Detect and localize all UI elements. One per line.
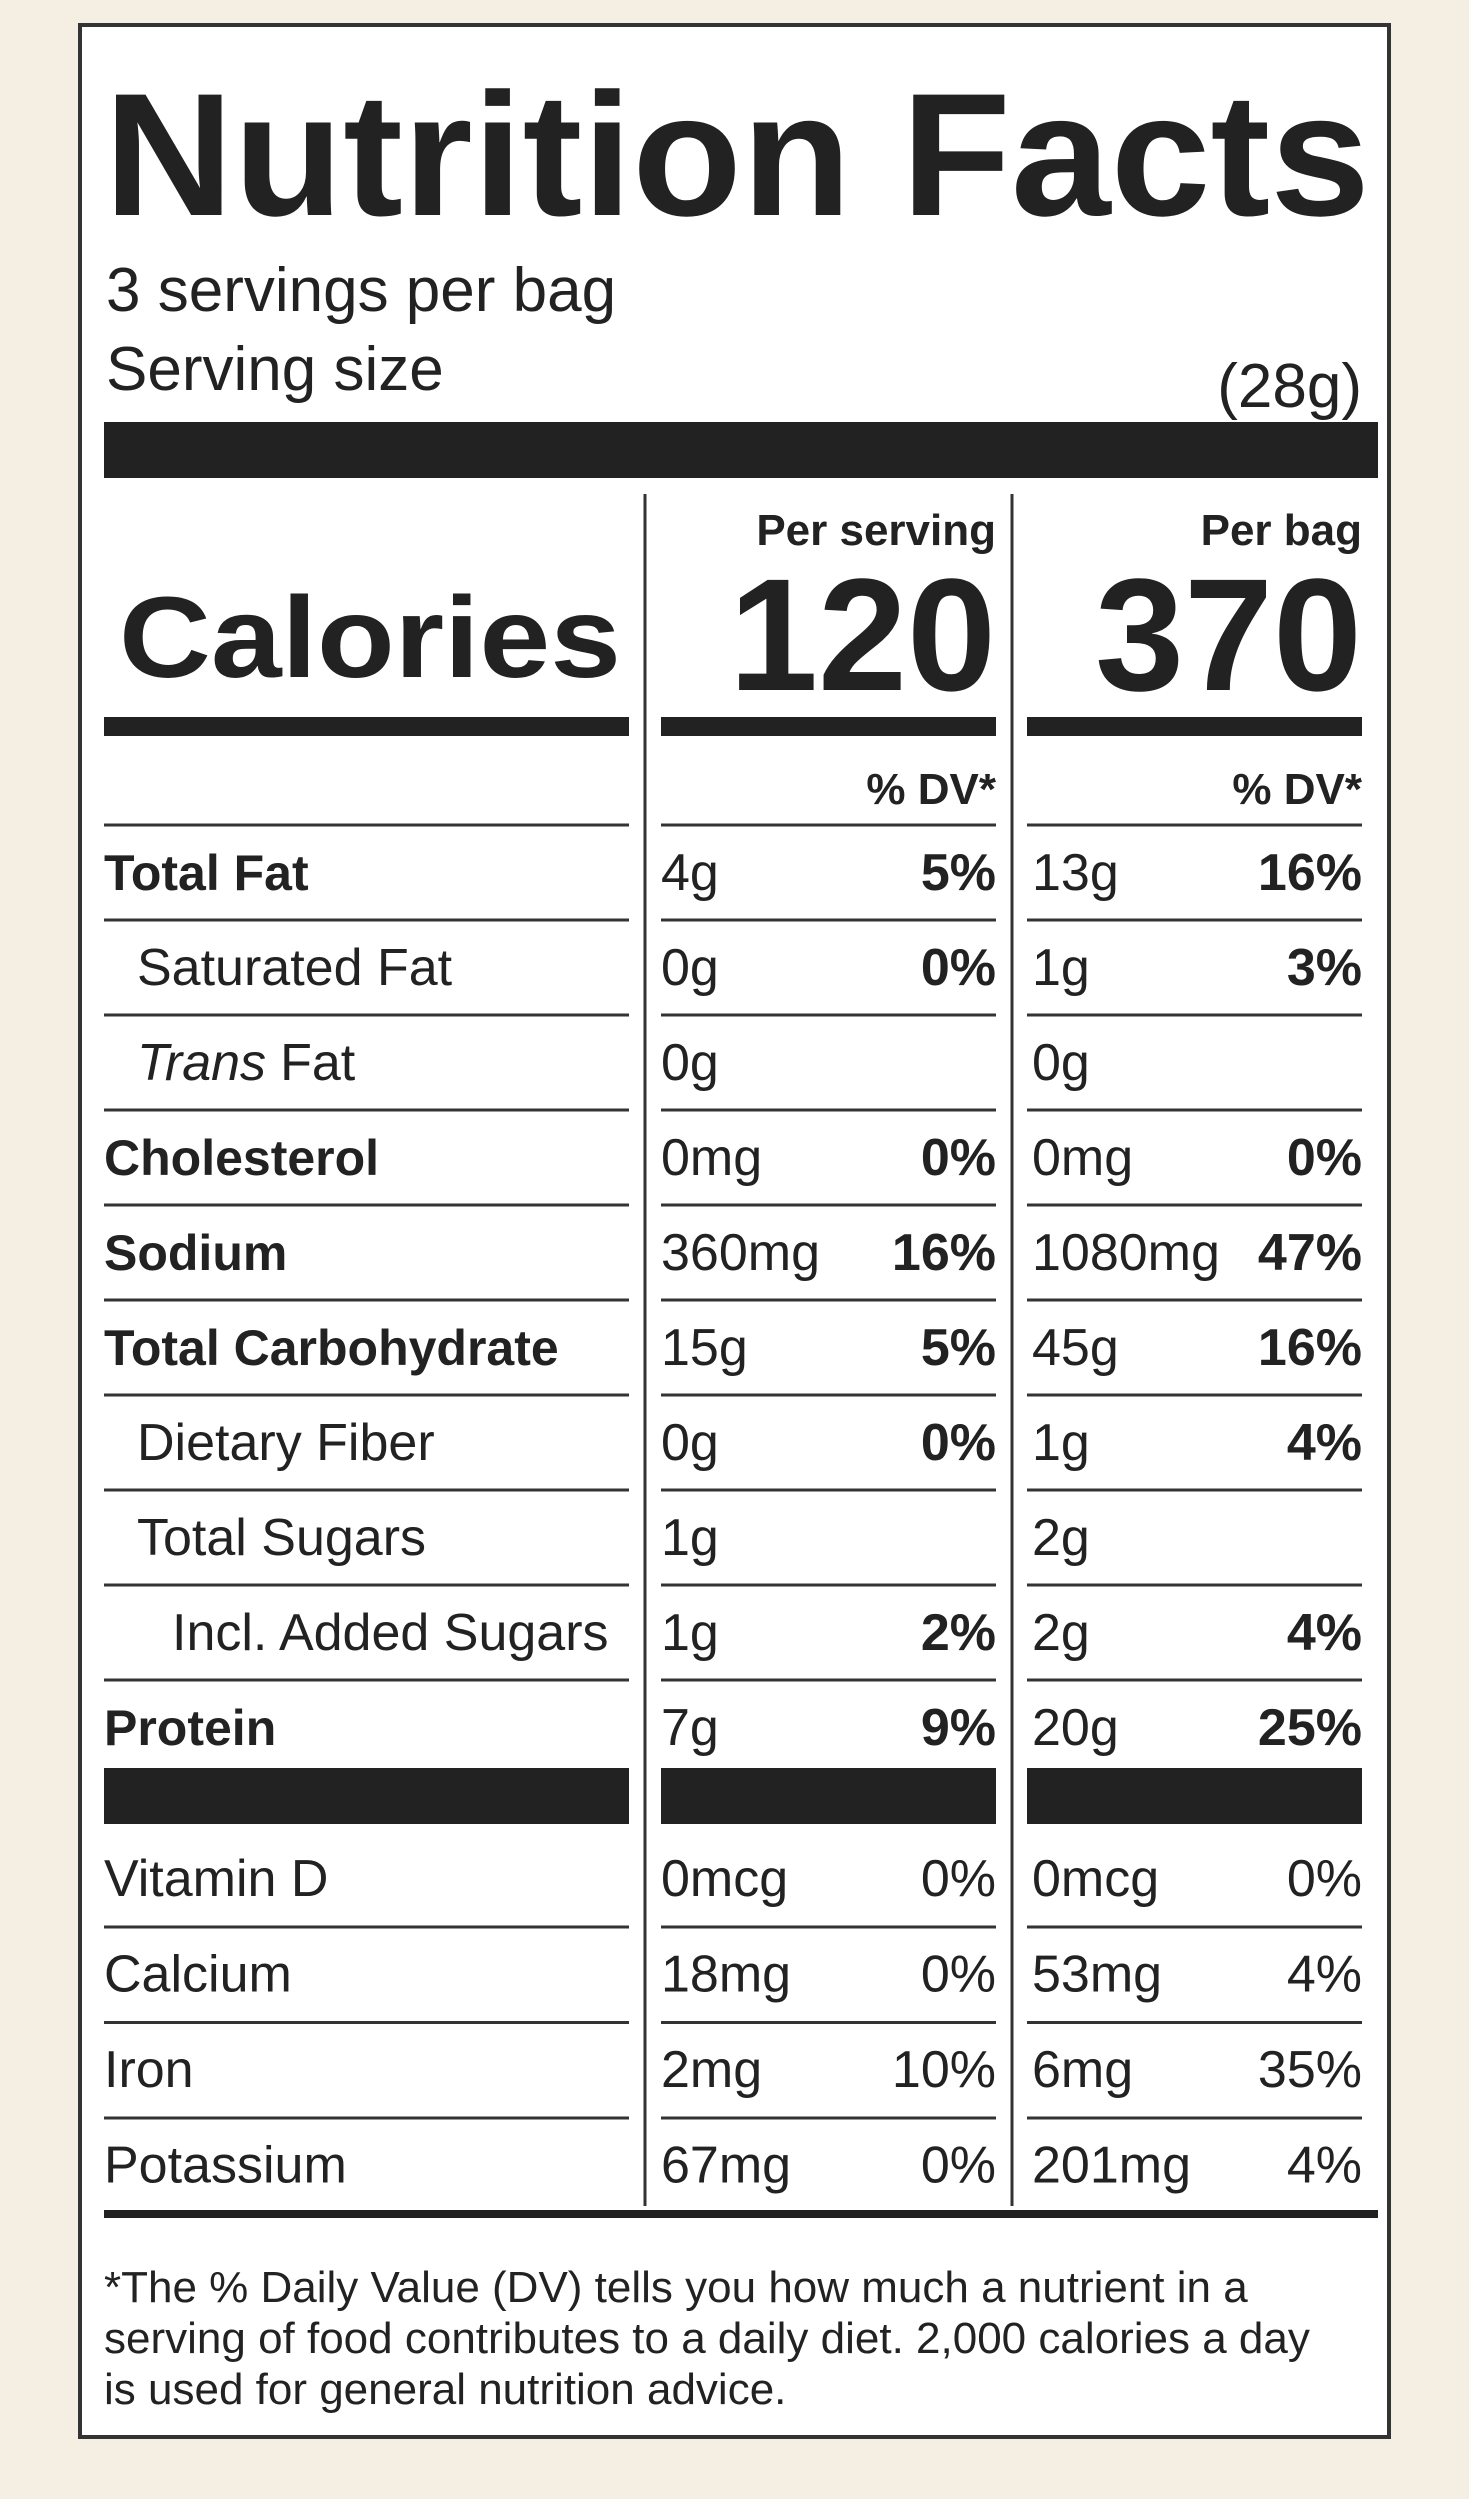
daily-value: 5% bbox=[921, 844, 996, 902]
amount: 7g bbox=[661, 1699, 719, 1757]
daily-value: 0% bbox=[921, 1129, 996, 1187]
amount: 0mcg bbox=[1032, 1850, 1159, 1908]
daily-value: 5% bbox=[921, 1319, 996, 1377]
nutrient-name: Total Sugars bbox=[137, 1509, 426, 1567]
daily-value: 35% bbox=[1258, 2041, 1362, 2099]
daily-value: 9% bbox=[921, 1699, 996, 1757]
amount: 0g bbox=[661, 1034, 719, 1092]
nutrient-name: Incl. Added Sugars bbox=[172, 1604, 609, 1662]
daily-value: 16% bbox=[1258, 844, 1362, 902]
calories-bar bbox=[104, 717, 629, 736]
calories-bar bbox=[1027, 717, 1362, 736]
vitamin-name: Vitamin D bbox=[104, 1850, 328, 1908]
amount: 0g bbox=[661, 1414, 719, 1472]
amount: 1g bbox=[661, 1509, 719, 1567]
amount: 2g bbox=[1032, 1604, 1090, 1662]
amount: 0g bbox=[661, 939, 719, 997]
amount: 13g bbox=[1032, 844, 1119, 902]
daily-value: 4% bbox=[1287, 1604, 1362, 1662]
daily-value: 47% bbox=[1258, 1224, 1362, 1282]
title: Nutrition Facts bbox=[104, 58, 1370, 253]
section-bar bbox=[661, 1768, 996, 1824]
amount: 1g bbox=[1032, 1414, 1090, 1472]
amount: 201mg bbox=[1032, 2137, 1191, 2195]
nutrient-name: Total Carbohydrate bbox=[104, 1320, 559, 1376]
servings: 3 servings per bag bbox=[106, 256, 616, 325]
footnote-line: is used for general nutrition advice. bbox=[104, 2365, 786, 2414]
daily-value: 0% bbox=[921, 1850, 996, 1908]
amount: 45g bbox=[1032, 1319, 1119, 1377]
daily-value: 4% bbox=[1287, 1946, 1362, 2004]
amount: 18mg bbox=[661, 1946, 791, 2004]
daily-value: 0% bbox=[921, 1414, 996, 1472]
daily-value: 4% bbox=[1287, 1414, 1362, 1472]
amount: 67mg bbox=[661, 2137, 791, 2195]
nutrient-name: Total Fat bbox=[104, 845, 309, 901]
amount: 4g bbox=[661, 844, 719, 902]
nutrient-name: Cholesterol bbox=[104, 1130, 379, 1186]
amount: 1080mg bbox=[1032, 1224, 1220, 1282]
section-bar bbox=[104, 1768, 629, 1824]
daily-value: 2% bbox=[921, 1604, 996, 1662]
nutrient-name: Saturated Fat bbox=[137, 939, 453, 997]
dv-heading: % DV* bbox=[866, 765, 996, 814]
amount: 6mg bbox=[1032, 2041, 1133, 2099]
amount: 15g bbox=[661, 1319, 748, 1377]
vitamin-name: Iron bbox=[104, 2041, 194, 2099]
daily-value: 0% bbox=[1287, 1850, 1362, 1908]
serving-size-label: Serving size bbox=[106, 335, 444, 404]
footnote-line: *The % Daily Value (DV) tells you how mu… bbox=[104, 2263, 1248, 2312]
amount: 360mg bbox=[661, 1224, 820, 1282]
column-heading: Per serving bbox=[756, 506, 996, 555]
nutrient-name: Protein bbox=[104, 1700, 276, 1756]
footnote-line: serving of food contributes to a daily d… bbox=[104, 2314, 1310, 2363]
daily-value: 0% bbox=[921, 2137, 996, 2195]
daily-value: 10% bbox=[892, 2041, 996, 2099]
daily-value: 3% bbox=[1287, 939, 1362, 997]
daily-value: 25% bbox=[1258, 1699, 1362, 1757]
bottom-rule bbox=[104, 2210, 1378, 2218]
amount: 0mg bbox=[1032, 1129, 1133, 1187]
daily-value: 0% bbox=[921, 1946, 996, 2004]
amount: 0g bbox=[1032, 1034, 1090, 1092]
nutrient-name: Dietary Fiber bbox=[137, 1414, 435, 1472]
amount: 0mcg bbox=[661, 1850, 788, 1908]
amount: 2g bbox=[1032, 1509, 1090, 1567]
calories-value: 120 bbox=[729, 545, 996, 724]
serving-size: (28g) bbox=[1217, 352, 1362, 421]
daily-value: 0% bbox=[1287, 1129, 1362, 1187]
amount: 53mg bbox=[1032, 1946, 1162, 2004]
nutrient-name-italic: Trans bbox=[137, 1034, 266, 1092]
nutrient-name-rest: Fat bbox=[280, 1034, 356, 1092]
amount: 20g bbox=[1032, 1699, 1119, 1757]
section-bar bbox=[1027, 1768, 1362, 1824]
calories-label: Calories bbox=[119, 574, 621, 702]
amount: 0mg bbox=[661, 1129, 762, 1187]
vitamin-name: Calcium bbox=[104, 1946, 292, 2004]
daily-value: 16% bbox=[1258, 1319, 1362, 1377]
amount: 1g bbox=[1032, 939, 1090, 997]
calories-bar bbox=[661, 717, 996, 736]
daily-value: 4% bbox=[1287, 2137, 1362, 2195]
daily-value: 16% bbox=[892, 1224, 996, 1282]
nutrient-name: Sodium bbox=[104, 1225, 287, 1281]
nutrient-name: Trans Fat bbox=[137, 1034, 356, 1092]
daily-value: 0% bbox=[921, 939, 996, 997]
amount: 1g bbox=[661, 1604, 719, 1662]
amount: 2mg bbox=[661, 2041, 762, 2099]
vitamin-name: Potassium bbox=[104, 2137, 347, 2195]
calories-value: 370 bbox=[1095, 545, 1362, 724]
thick-bar bbox=[104, 422, 1378, 478]
column-heading: Per bag bbox=[1201, 506, 1362, 555]
dv-heading: % DV* bbox=[1232, 765, 1362, 814]
